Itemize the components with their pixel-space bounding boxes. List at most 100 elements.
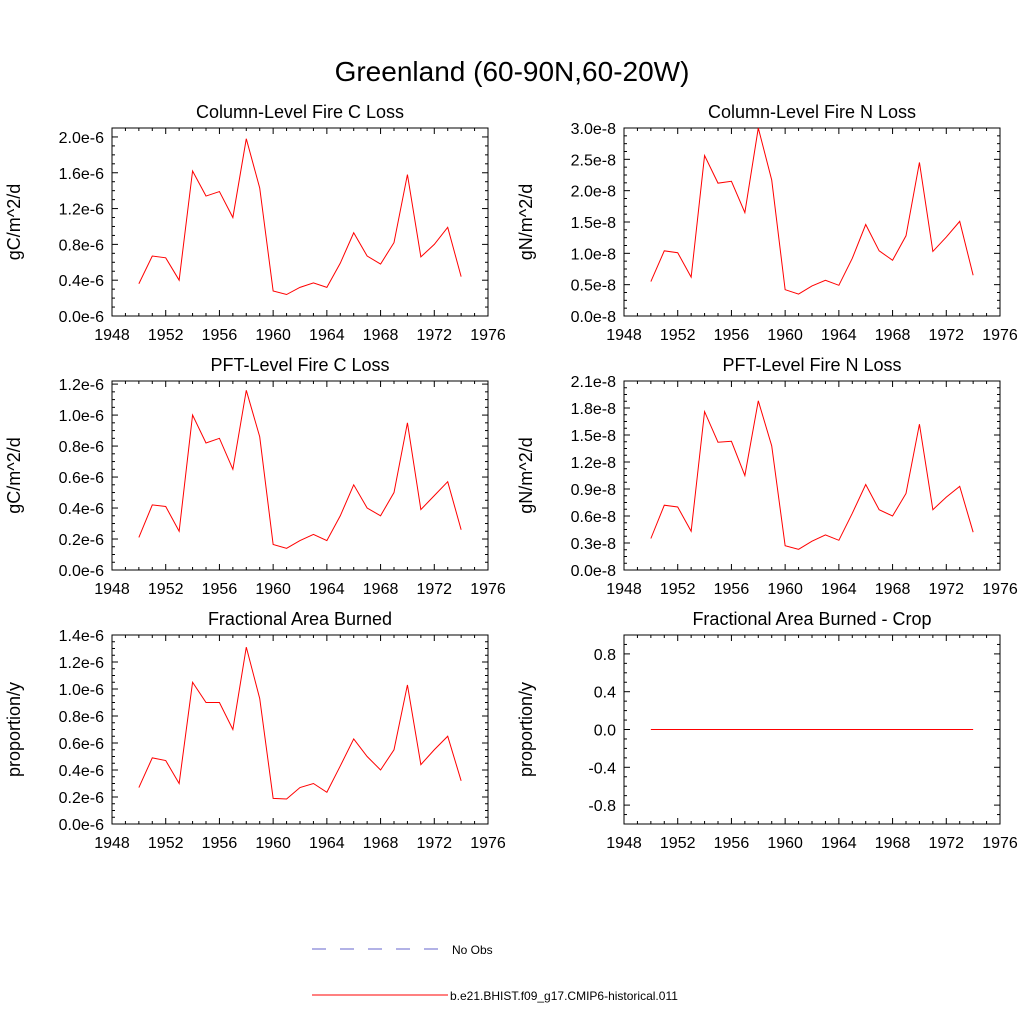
y-tick-label: 0.8e-6	[59, 709, 104, 726]
x-tick-label: 1960	[767, 835, 803, 852]
panel-title: Fractional Area Burned	[208, 609, 392, 629]
x-tick-label: 1952	[660, 835, 696, 852]
x-tick-label: 1964	[821, 327, 857, 344]
series-line-0	[138, 647, 462, 800]
x-tick-label: 1972	[928, 327, 964, 344]
y-tick-label: 0.0e-8	[571, 309, 616, 326]
x-tick-label: 1964	[309, 581, 345, 598]
x-tick-label: 1952	[660, 327, 696, 344]
y-axis-label: gC/m^2/d	[4, 437, 24, 513]
series-line-0	[138, 138, 462, 296]
y-tick-label: 1.5e-8	[571, 215, 616, 232]
y-tick-label: 0.0e-6	[59, 817, 104, 834]
legend: No Obs b.e21.BHIST.f09_g17.CMIP6-histori…	[312, 943, 678, 1003]
plot-frame	[111, 634, 489, 825]
plot-frame	[623, 127, 1001, 317]
y-tick-label: 2.0e-6	[59, 130, 104, 147]
x-tick-label: 1948	[94, 327, 130, 344]
x-tick-label: 1976	[470, 581, 506, 598]
x-tick-label: 1968	[363, 327, 399, 344]
y-tick-label: 0.6e-8	[571, 509, 616, 526]
x-tick-label: 1964	[309, 327, 345, 344]
y-tick-label: 0.4e-6	[59, 763, 104, 780]
figure-title: Greenland (60-90N,60-20W)	[335, 56, 690, 87]
x-tick-label: 1948	[94, 581, 130, 598]
x-tick-label: 1968	[875, 835, 911, 852]
x-tick-label: 1960	[767, 581, 803, 598]
legend-model-label: b.e21.BHIST.f09_g17.CMIP6-historical.011	[450, 989, 678, 1003]
x-tick-label: 1960	[767, 327, 803, 344]
panel-title: Fractional Area Burned - Crop	[692, 609, 931, 629]
x-tick-label: 1972	[928, 581, 964, 598]
x-tick-label: 1972	[416, 581, 452, 598]
x-tick-label: 1952	[660, 581, 696, 598]
y-tick-label: 0.0	[594, 723, 616, 740]
x-tick-label: 1952	[148, 327, 184, 344]
y-tick-label: 1.8e-8	[571, 401, 616, 418]
series-line-0	[138, 390, 462, 549]
x-tick-label: 1948	[94, 835, 130, 852]
y-tick-label: 1.6e-6	[59, 166, 104, 183]
x-tick-label: 1956	[202, 835, 238, 852]
y-tick-label: 0.0e-8	[571, 563, 616, 580]
y-axis-label: gN/m^2/d	[516, 184, 536, 260]
panel-pft-fire-c: PFT-Level Fire C Loss gC/m^2/d 1948 1952 195…	[4, 355, 506, 598]
x-tick-label: 1956	[714, 327, 750, 344]
series-line-0	[650, 400, 974, 550]
y-tick-label: 0.4	[594, 685, 616, 702]
y-tick-label: -0.8	[588, 798, 616, 815]
panel-pft-fire-n: PFT-Level Fire N Loss gN/m^2/d 1948 1952 195…	[516, 355, 1018, 598]
series-line-0	[650, 127, 974, 295]
x-tick-label: 1964	[821, 581, 857, 598]
x-tick-label: 1968	[363, 581, 399, 598]
panel-frac-area-crop: Fractional Area Burned - Crop proportion/…	[516, 609, 1018, 852]
x-tick-label: 1948	[606, 581, 642, 598]
x-tick-label: 1948	[606, 835, 642, 852]
y-tick-label: -0.4	[588, 760, 616, 777]
x-tick-label: 1956	[202, 581, 238, 598]
y-tick-label: 0.6e-6	[59, 470, 104, 487]
x-tick-label: 1968	[363, 835, 399, 852]
x-tick-label: 1968	[875, 581, 911, 598]
x-tick-label: 1972	[928, 835, 964, 852]
plot-frame	[111, 380, 489, 571]
x-tick-label: 1976	[982, 327, 1018, 344]
x-tick-label: 1972	[416, 835, 452, 852]
panel-title: Column-Level Fire N Loss	[708, 102, 916, 122]
x-tick-label: 1952	[148, 835, 184, 852]
y-tick-label: 2.5e-8	[571, 152, 616, 169]
x-tick-label: 1964	[821, 835, 857, 852]
y-tick-label: 0.5e-8	[571, 278, 616, 295]
y-tick-label: 0.9e-8	[571, 482, 616, 499]
y-axis-label: gN/m^2/d	[516, 437, 536, 513]
y-tick-label: 0.8	[594, 647, 616, 664]
y-tick-label: 0.4e-6	[59, 501, 104, 518]
x-tick-label: 1956	[202, 327, 238, 344]
x-tick-label: 1960	[255, 835, 291, 852]
y-tick-label: 2.1e-8	[571, 374, 616, 391]
panel-frac-area: Fractional Area Burned proportion/y 1948 19…	[4, 609, 506, 852]
y-tick-label: 1.2e-6	[59, 202, 104, 219]
y-tick-label: 3.0e-8	[571, 121, 616, 138]
y-tick-label: 0.2e-6	[59, 532, 104, 549]
x-tick-label: 1976	[470, 327, 506, 344]
panel-title: Column-Level Fire C Loss	[196, 102, 404, 122]
y-tick-label: 1.0e-6	[59, 408, 104, 425]
x-tick-label: 1956	[714, 835, 750, 852]
x-tick-label: 1976	[470, 835, 506, 852]
panel-title: PFT-Level Fire N Loss	[722, 355, 901, 375]
y-axis-label: proportion/y	[4, 682, 24, 777]
y-tick-label: 1.2e-6	[59, 377, 104, 394]
x-tick-label: 1964	[309, 835, 345, 852]
y-tick-label: 1.5e-8	[571, 428, 616, 445]
y-tick-label: 0.8e-6	[59, 439, 104, 456]
y-tick-label: 0.3e-8	[571, 536, 616, 553]
y-tick-label: 2.0e-8	[571, 184, 616, 201]
x-tick-label: 1976	[982, 835, 1018, 852]
y-tick-label: 1.2e-6	[59, 655, 104, 672]
x-tick-label: 1960	[255, 581, 291, 598]
panel-col-fire-c: Column-Level Fire C Loss gC/m^2/d 1948 1952…	[4, 102, 506, 344]
x-tick-label: 1952	[148, 581, 184, 598]
y-tick-label: 0.0e-6	[59, 563, 104, 580]
